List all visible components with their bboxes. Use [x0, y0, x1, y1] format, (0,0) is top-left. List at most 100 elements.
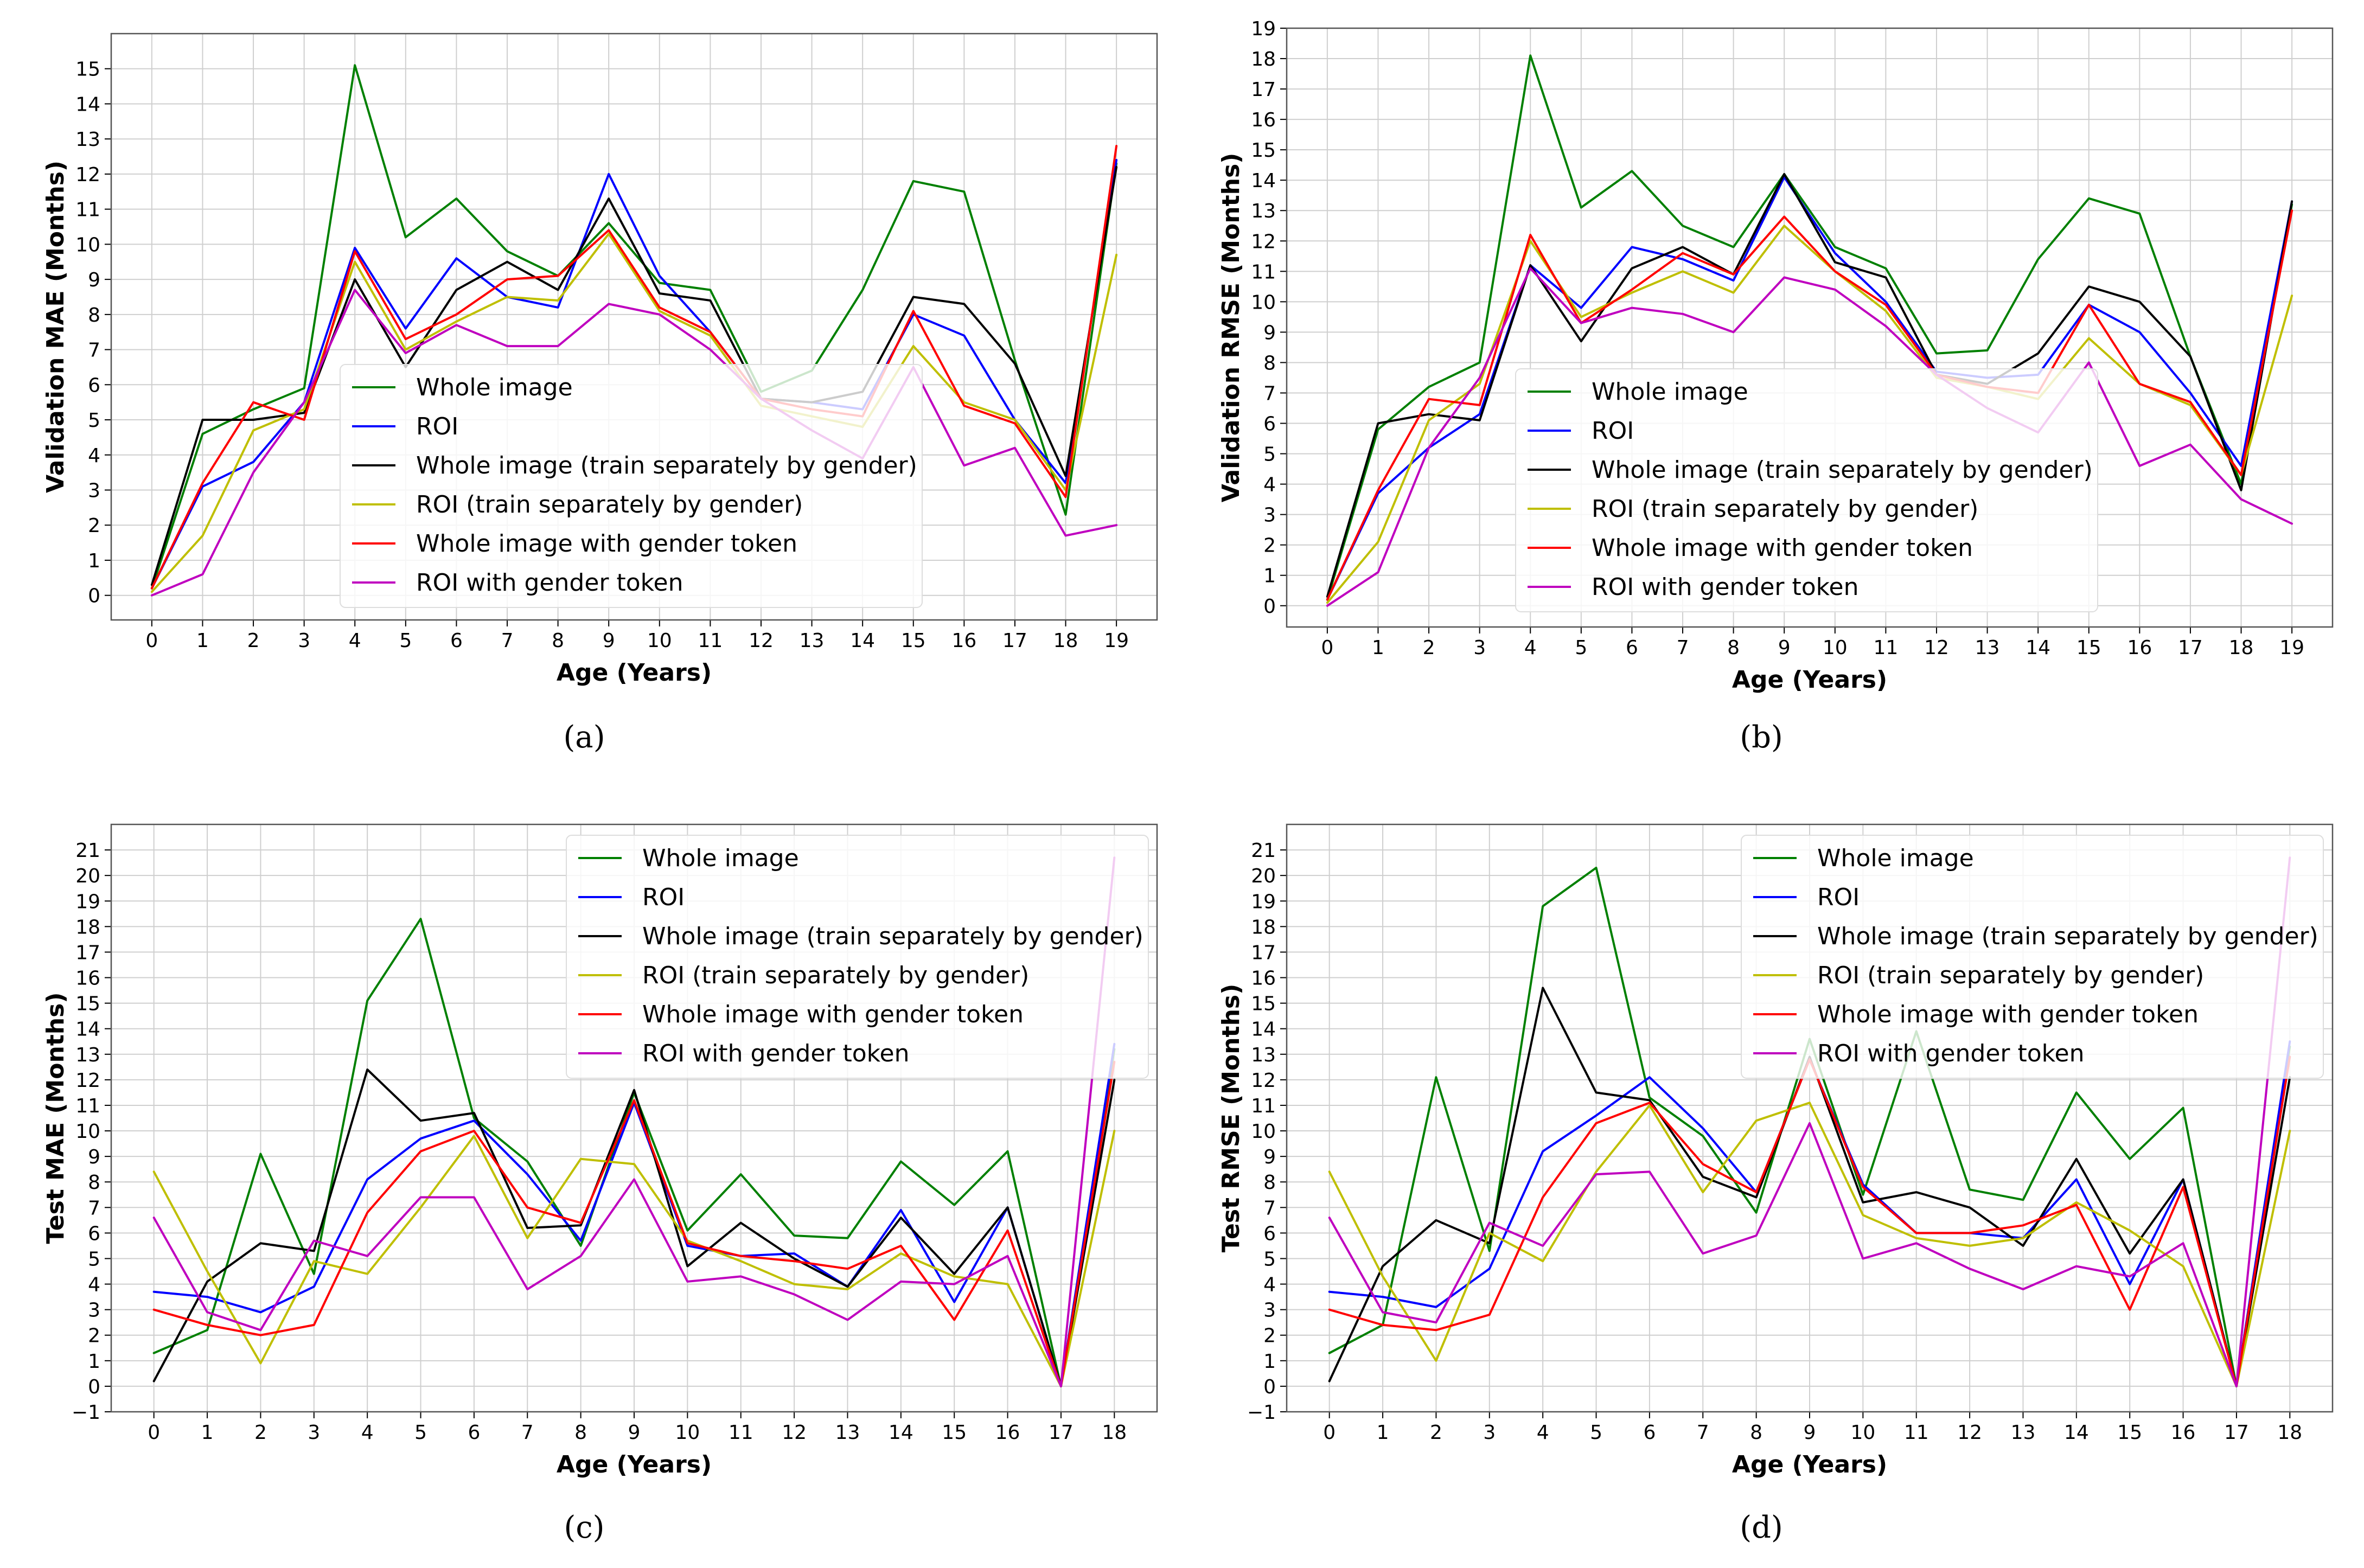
x-tick-label: 13: [1975, 637, 2000, 659]
y-tick-label: 6: [88, 1223, 100, 1245]
x-tick-label: 7: [1677, 637, 1689, 659]
y-tick-label: 1: [88, 1351, 100, 1373]
legend-label-2: ROI: [642, 884, 685, 911]
y-tick-label: 9: [88, 1146, 100, 1168]
x-tick-label: 3: [308, 1422, 320, 1444]
x-tick-label: 2: [254, 1422, 267, 1444]
x-tick-label: 16: [2127, 637, 2152, 659]
x-axis-label: Age (Years): [1732, 1451, 1887, 1479]
y-tick-label: 3: [1263, 504, 1276, 527]
x-tick-label: 18: [1053, 630, 1078, 652]
legend-label-5: Whole image with gender token: [416, 530, 797, 558]
y-tick-label: 2: [1263, 1325, 1276, 1347]
x-tick-label: 2: [247, 630, 260, 652]
y-tick-label: 9: [1263, 1146, 1276, 1168]
legend: Whole image ROI Whole image (train separat…: [1515, 368, 2098, 612]
y-tick-label: 0: [1263, 596, 1276, 618]
x-tick-label: 14: [889, 1422, 913, 1444]
x-tick-label: 1: [196, 630, 209, 652]
legend: Whole image ROI Whole image (train separat…: [566, 835, 1149, 1079]
y-tick-label: 1: [1263, 565, 1276, 587]
x-tick-label: 5: [399, 630, 412, 652]
y-axis-label: Test RMSE (Months): [1217, 984, 1245, 1252]
x-tick-label: 17: [1002, 630, 1027, 652]
legend-label-3: Whole image (train separately by gender): [416, 452, 917, 479]
y-tick-label: 10: [75, 234, 100, 256]
y-tick-label: 10: [75, 1121, 100, 1143]
x-tick-label: 0: [1323, 1422, 1336, 1444]
y-tick-label: 8: [1263, 1172, 1276, 1194]
legend-label-2: ROI: [1817, 884, 1860, 911]
x-tick-label: 3: [1473, 637, 1486, 659]
x-tick-label: 12: [1957, 1422, 1982, 1444]
y-tick-label: 13: [1251, 200, 1276, 222]
x-tick-label: 7: [501, 630, 514, 652]
series-line-6: [1326, 267, 2293, 607]
x-tick-label: 12: [1924, 637, 1949, 659]
y-tick-label: 13: [75, 129, 100, 151]
legend-label-6: ROI with gender token: [1592, 573, 1859, 601]
series-line-5: [150, 145, 1118, 590]
y-tick-label: 7: [1263, 1197, 1276, 1219]
x-tick-label: 15: [2117, 1422, 2142, 1444]
x-tick-label: 17: [1049, 1422, 1074, 1444]
y-tick-label: 5: [88, 1248, 100, 1270]
y-tick-label: 15: [75, 59, 100, 81]
y-tick-label: 7: [88, 340, 100, 362]
y-tick-label: −1: [72, 1401, 100, 1424]
x-tick-label: 17: [2224, 1422, 2249, 1444]
x-tick-label: 10: [1823, 637, 1848, 659]
legend-label-4: ROI (train separately by gender): [416, 491, 803, 519]
y-tick-label: 14: [75, 1019, 100, 1041]
x-tick-label: 11: [698, 630, 723, 652]
y-tick-label: 18: [1251, 48, 1276, 71]
y-axis-label: Validation MAE (Months): [42, 161, 69, 493]
legend-label-6: ROI with gender token: [416, 569, 683, 597]
y-tick-label: 13: [75, 1044, 100, 1066]
x-tick-label: 4: [361, 1422, 374, 1444]
x-tick-label: 15: [942, 1422, 967, 1444]
legend-label-1: Whole image: [416, 374, 573, 401]
y-tick-label: 17: [1251, 79, 1276, 101]
y-tick-label: 0: [1263, 1376, 1276, 1398]
x-tick-label: 14: [2026, 637, 2050, 659]
x-tick-label: 9: [1778, 637, 1791, 659]
x-tick-label: 1: [201, 1422, 214, 1444]
y-tick-label: 17: [1251, 942, 1276, 964]
x-tick-label: 18: [2277, 1422, 2302, 1444]
x-tick-label: 4: [1524, 637, 1537, 659]
x-tick-label: 11: [1904, 1422, 1929, 1444]
series-line-3: [152, 1068, 1116, 1387]
y-tick-label: 18: [1251, 916, 1276, 938]
legend: Whole image ROI Whole image (train separat…: [340, 364, 923, 608]
y-tick-label: 14: [1251, 1019, 1276, 1041]
legend-box: [340, 364, 923, 608]
y-tick-label: 17: [75, 942, 100, 964]
legend-label-2: ROI: [1592, 417, 1634, 445]
x-tick-label: 4: [1537, 1422, 1549, 1444]
y-tick-label: 5: [1263, 444, 1276, 466]
y-tick-label: 11: [1251, 1095, 1276, 1117]
y-tick-label: 10: [1251, 291, 1276, 313]
y-tick-label: 19: [1251, 18, 1276, 40]
x-tick-label: 7: [1697, 1422, 1709, 1444]
y-tick-label: 4: [1263, 474, 1276, 496]
y-tick-label: 21: [1251, 840, 1276, 862]
plot-frame: [1286, 823, 2334, 1413]
y-tick-label: 6: [88, 374, 100, 396]
series-line-1: [1326, 54, 2293, 601]
panel-1: 0 1 2 3 4 5 6 7 8 9 10 11 12 13 14 15 16 17 18 190123456789…: [42, 33, 1158, 755]
panel-caption: (d): [1740, 1510, 1783, 1545]
y-tick-label: 12: [1251, 1070, 1276, 1092]
x-tick-label: 6: [450, 630, 463, 652]
plot-frame: [1286, 27, 2334, 628]
y-tick-label: 12: [75, 1070, 100, 1092]
y-tick-label: 8: [1263, 352, 1276, 374]
y-tick-label: 11: [75, 1095, 100, 1117]
legend-box: [1515, 368, 2098, 612]
y-tick-label: 3: [88, 1300, 100, 1322]
panel-2: 0 1 2 3 4 5 6 7 8 9 10 11 12 13 14 15 16 17 18 190123456789…: [1217, 18, 2334, 755]
y-tick-label: 12: [1251, 231, 1276, 253]
x-tick-label: 12: [749, 630, 774, 652]
